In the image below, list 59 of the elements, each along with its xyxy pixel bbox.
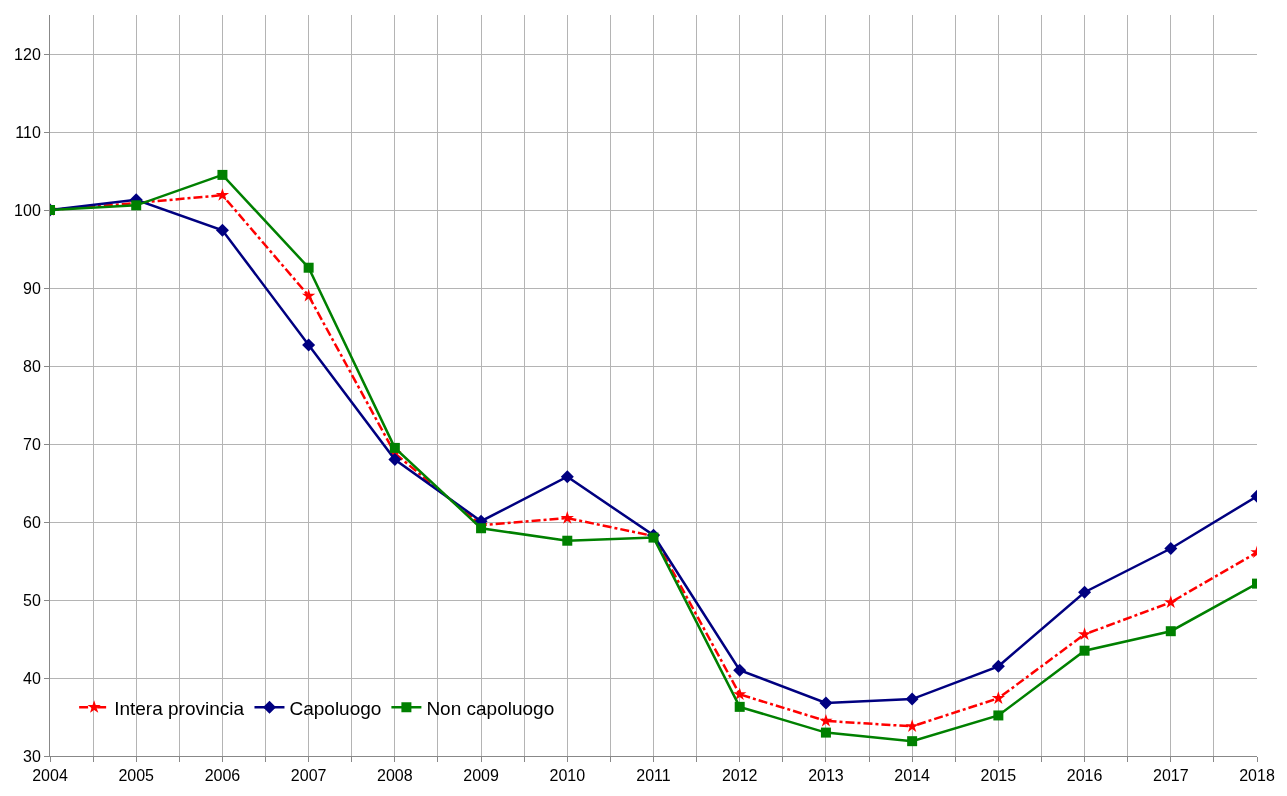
x-tick-label: 2016 [1066,767,1103,785]
y-tick-label: 30 [23,747,41,765]
point [215,188,230,201]
y-tick-label: 120 [14,45,41,63]
point [1164,542,1178,556]
y-tick-label: 60 [23,513,41,531]
legend-label: Capoluogo [289,697,382,719]
x-tick-label: 2009 [463,767,499,785]
point [820,727,831,738]
y-tick-label: 110 [15,123,41,141]
y-tick-label: 50 [23,591,41,609]
point [819,713,833,727]
legend-label: Non capoluogo [426,697,555,719]
point [1077,627,1092,640]
x-tick-label: 2007 [290,767,327,785]
point [991,691,1006,704]
y-tick-label: 40 [23,669,41,687]
x-tick-label: 2005 [118,767,155,785]
point [905,692,919,706]
y-tick-label: 100 [14,201,41,219]
point [991,659,1005,673]
point [562,535,573,546]
x-tick-label: 2013 [808,767,844,785]
y-tick-label: 90 [23,279,41,297]
x-tick-label: 2004 [32,767,68,785]
point [1079,645,1090,656]
point [733,663,747,677]
point [1165,626,1176,637]
point [560,511,574,524]
point [131,200,142,211]
point [907,736,918,747]
point [819,696,833,710]
point [733,687,747,701]
point [560,470,574,484]
x-tick-label: 2010 [549,767,586,785]
point [388,453,402,467]
legend-label: Intera provincia [114,697,245,719]
x-tick-label: 2006 [204,767,241,785]
point [389,442,400,453]
point [215,223,229,237]
y-tick-label: 70 [23,435,41,453]
x-tick-label: 2012 [721,767,758,785]
point [303,262,314,273]
point [734,701,745,712]
point [217,169,228,180]
x-tick-label: 2017 [1152,767,1189,785]
x-tick-label: 2008 [377,767,413,785]
point [993,710,1004,721]
point [1078,585,1092,599]
point [1164,595,1178,608]
x-tick-label: 2015 [980,767,1017,785]
x-tick-label: 2018 [1239,767,1275,785]
point [905,719,919,733]
point [301,288,316,302]
point [476,523,487,534]
point [302,338,316,352]
y-tick-label: 80 [23,357,41,375]
x-tick-label: 2011 [636,767,671,785]
x-tick-label: 2014 [894,767,931,785]
